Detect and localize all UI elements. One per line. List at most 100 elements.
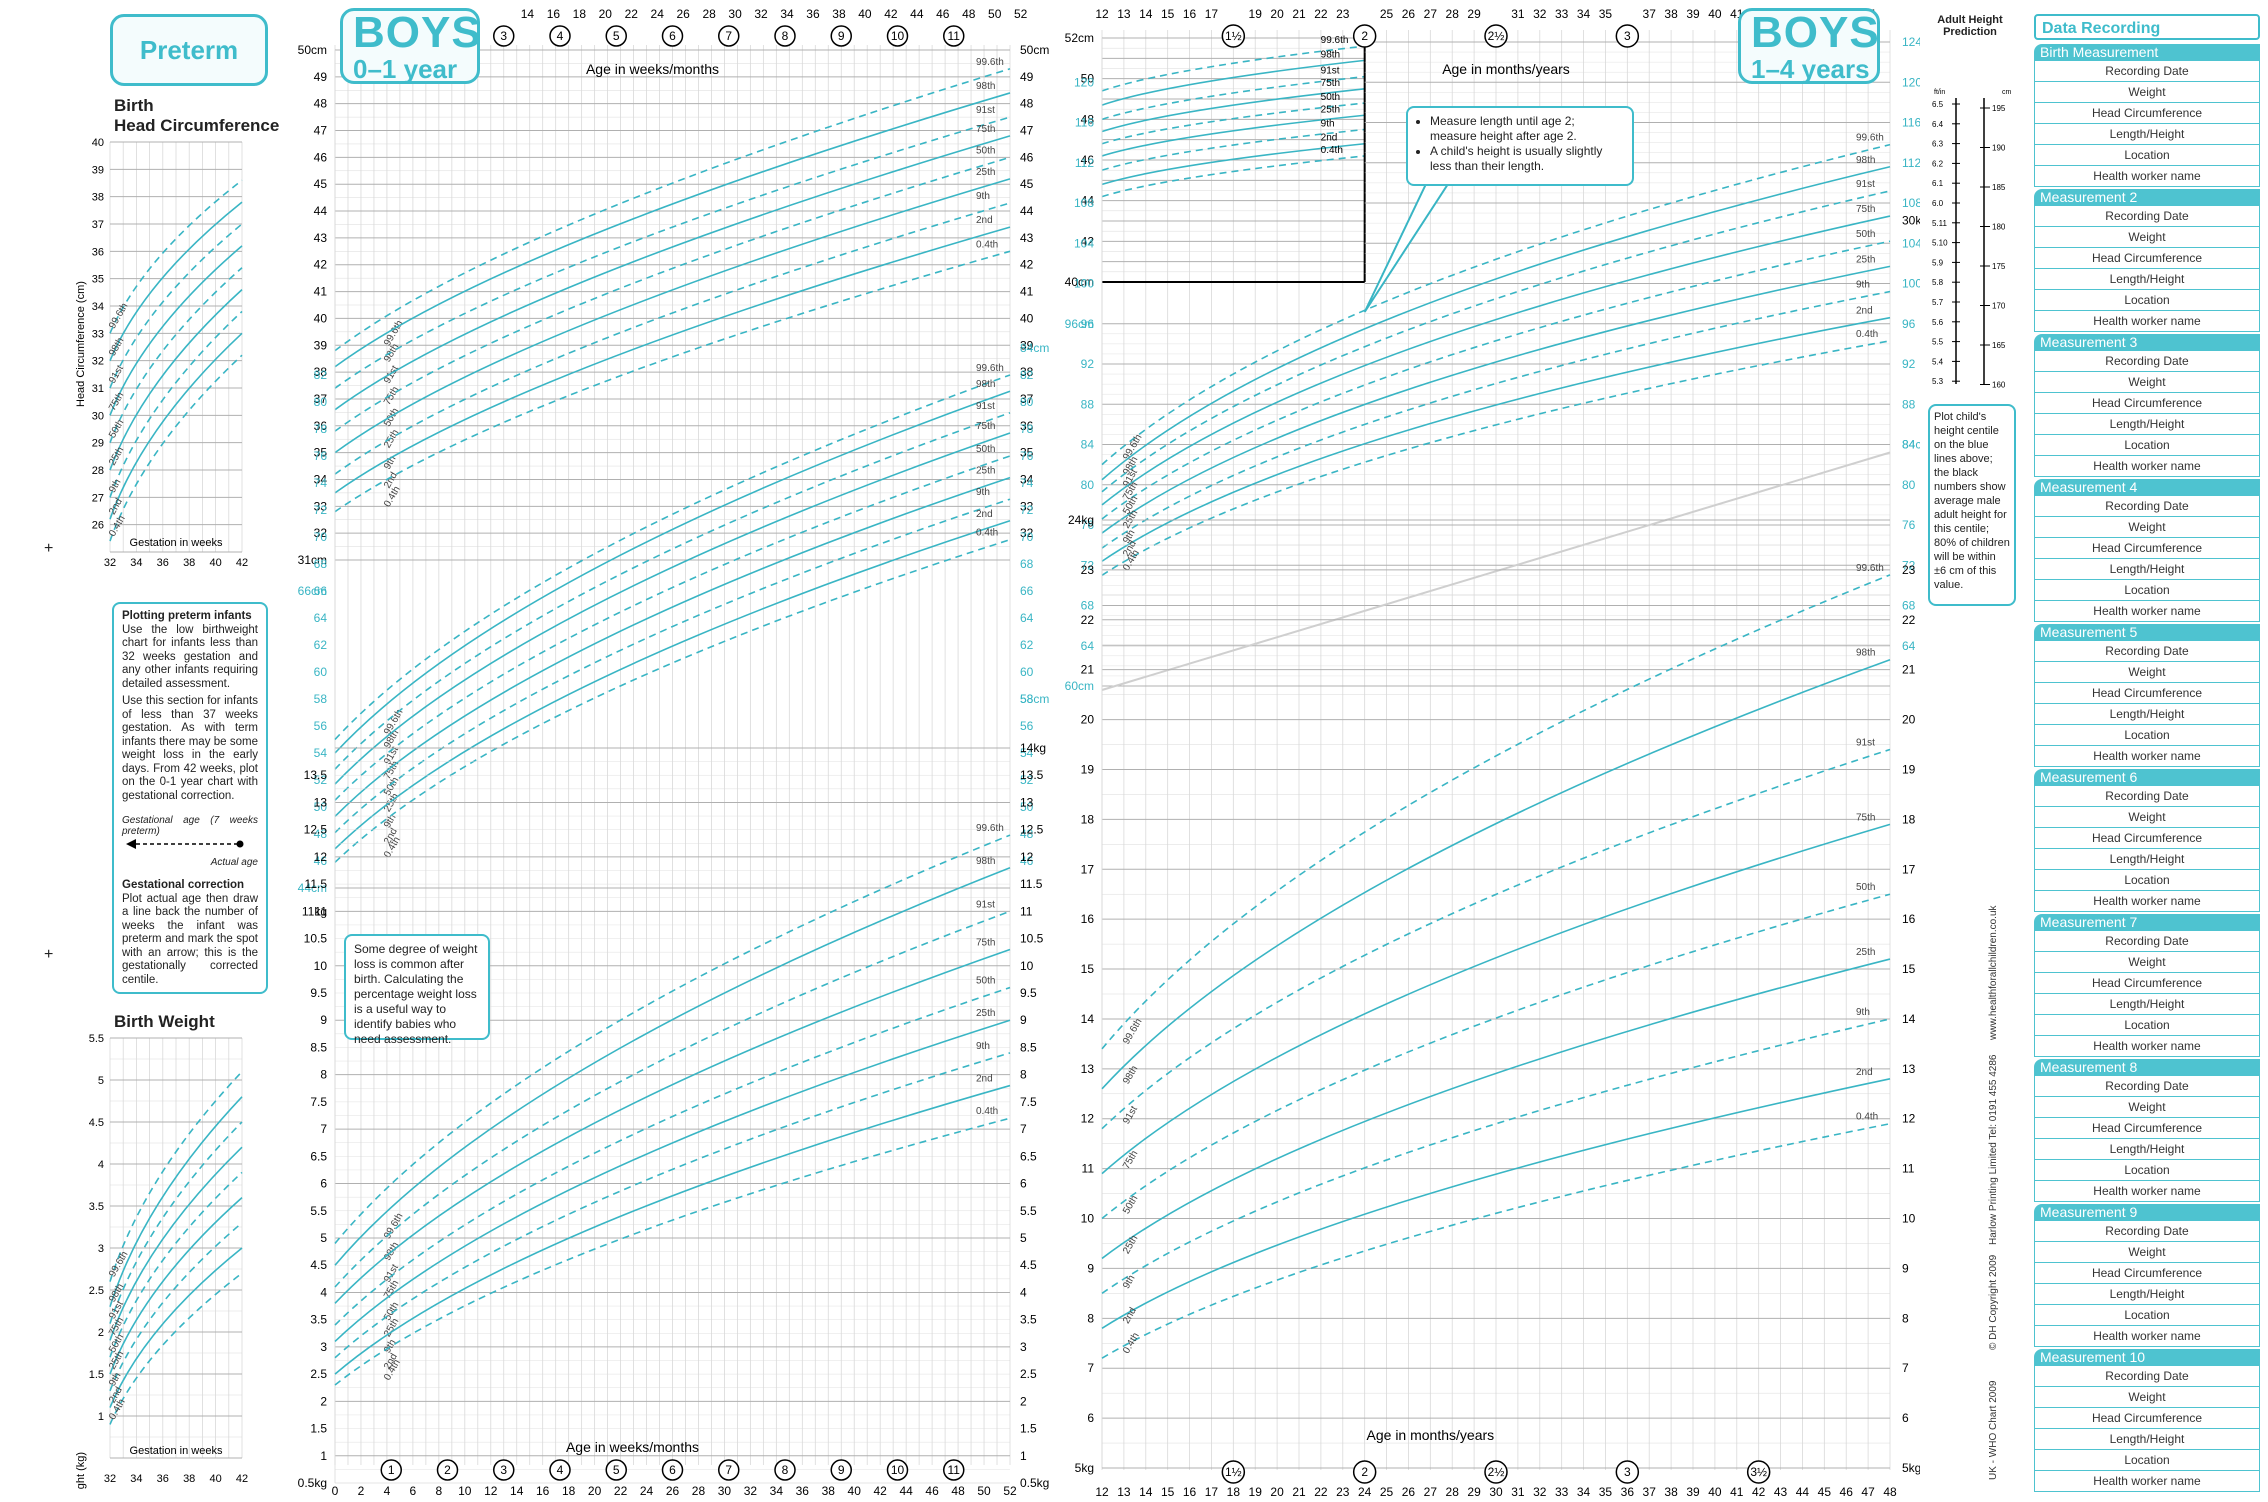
recording-field[interactable]: Health worker name [2034,1326,2260,1347]
recording-field[interactable]: Weight [2034,517,2260,538]
boys01-range: 0–1 year [353,54,458,84]
recording-field[interactable]: Health worker name [2034,166,2260,187]
recording-field[interactable]: Length/Height [2034,124,2260,145]
recording-field[interactable]: Length/Height [2034,1139,2260,1160]
recording-field[interactable]: Weight [2034,662,2260,683]
recording-field[interactable]: Health worker name [2034,456,2260,477]
week-bottom: 26 [666,1484,680,1498]
recording-field[interactable]: Health worker name [2034,746,2260,767]
recording-field[interactable]: Health worker name [2034,1036,2260,1057]
recording-field[interactable]: Location [2034,435,2260,456]
recording-field[interactable]: Weight [2034,82,2260,103]
recording-field[interactable]: Weight [2034,1097,2260,1118]
month-bottom: 16 [1183,1485,1197,1499]
wt-y-tick: 9.5 [310,986,327,1000]
recording-field[interactable]: Health worker name [2034,1471,2260,1492]
recording-field[interactable]: Health worker name [2034,601,2260,622]
month-top: 27 [1424,7,1438,21]
wt14-y-tick-right: 14 [1902,1012,1916,1026]
recording-field[interactable]: Recording Date [2034,61,2260,82]
recording-field[interactable]: Recording Date [2034,786,2260,807]
month-bottom: 4 [557,1463,564,1477]
recording-field[interactable]: Recording Date [2034,1221,2260,1242]
recording-field[interactable]: Recording Date [2034,1076,2260,1097]
week-bottom: 32 [744,1484,758,1498]
ah-ft-tick: 5.11 [1932,219,1948,228]
correction-text: Plot actual age then draw a line back th… [122,892,258,986]
recording-field[interactable]: Recording Date [2034,351,2260,372]
recording-field[interactable]: Length/Height [2034,994,2260,1015]
recording-field[interactable]: Length/Height [2034,1429,2260,1450]
recording-field[interactable]: Length/Height [2034,559,2260,580]
recording-block: Measurement 2 Recording Date Weight Head Ci… [2034,189,2260,332]
month-circle-top [661,25,684,47]
recording-field[interactable]: Head Circumference [2034,1263,2260,1284]
recording-field[interactable]: Head Circumference [2034,828,2260,849]
recording-field[interactable]: Head Circumference [2034,538,2260,559]
month-circle-bottom [605,1459,627,1481]
recording-field[interactable]: Recording Date [2034,931,2260,952]
recording-field[interactable]: Weight [2034,1242,2260,1263]
centile-line [334,1019,1011,1343]
recording-field[interactable]: Head Circumference [2034,103,2260,124]
recording-field[interactable]: Location [2034,870,2260,891]
centile-line [109,1247,243,1408]
wt14-y-tick-right: 17 [1902,862,1916,876]
recording-field[interactable]: Recording Date [2034,1366,2260,1387]
year-circle-top [1615,24,1640,48]
recording-field[interactable]: Location [2034,1305,2260,1326]
recording-field[interactable]: Length/Height [2034,1284,2260,1305]
wt-y-tick-right: 7.5 [1020,1095,1037,1109]
month-top: 33 [1555,7,1569,21]
month-bottom: 32 [1533,1485,1547,1499]
recording-field[interactable]: Head Circumference [2034,973,2260,994]
recording-field[interactable]: Head Circumference [2034,683,2260,704]
recording-field[interactable]: Weight [2034,1387,2260,1408]
recording-field[interactable]: Location [2034,1015,2260,1036]
month-bottom: 13 [1117,1485,1131,1499]
ht-y-tick: 112 [1075,156,1094,170]
recording-field[interactable]: Length/Height [2034,269,2260,290]
recording-field[interactable]: Location [2034,290,2260,311]
recording-field[interactable]: Head Circumference [2034,1118,2260,1139]
recording-field[interactable]: Weight [2034,372,2260,393]
recording-field[interactable]: Location [2034,725,2260,746]
recording-field[interactable]: Length/Height [2034,849,2260,870]
recording-field[interactable]: Weight [2034,227,2260,248]
week-bottom: 28 [692,1484,706,1498]
x-tick: 42 [236,557,248,569]
wt14-y-tick: 19 [1081,762,1095,776]
recording-field[interactable]: Health worker name [2034,891,2260,912]
centile-line [334,498,1011,834]
recording-field[interactable]: Recording Date [2034,496,2260,517]
month-circle-top [943,25,965,47]
recording-field[interactable]: Health worker name [2034,311,2260,332]
centile-label: 25th [976,167,995,178]
recording-field[interactable]: Recording Date [2034,206,2260,227]
recording-field[interactable]: Health worker name [2034,1181,2260,1202]
wt-y-tick: 11.5 [305,877,328,891]
centile-line [1101,1018,1891,1295]
recording-field[interactable]: Length/Height [2034,704,2260,725]
recording-field[interactable]: Location [2034,1160,2260,1181]
recording-field[interactable]: Head Circumference [2034,248,2260,269]
ht-y-tick: 116 [1075,116,1094,130]
centile-label: 99.6th [382,1211,405,1241]
month-circle-bottom [718,1459,740,1481]
data-recording-title: Data Recording [2034,14,2260,40]
week-top: 30 [728,7,742,21]
ht-y-tick: 84 [1081,438,1095,452]
recording-field[interactable]: Length/Height [2034,414,2260,435]
centile-line [1101,574,1891,1050]
recording-field[interactable]: Location [2034,145,2260,166]
recording-field[interactable]: Location [2034,580,2260,601]
ht-y-tick-right: 120 [1902,75,1920,89]
recording-field[interactable]: Weight [2034,952,2260,973]
recording-field[interactable]: Location [2034,1450,2260,1471]
wt-y-tick: 7.5 [310,1095,327,1109]
recording-field[interactable]: Weight [2034,807,2260,828]
recording-field[interactable]: Recording Date [2034,641,2260,662]
recording-field[interactable]: Head Circumference [2034,1408,2260,1429]
recording-field[interactable]: Head Circumference [2034,393,2260,414]
preterm-hc-title: Birth Head Circumference [114,96,279,136]
